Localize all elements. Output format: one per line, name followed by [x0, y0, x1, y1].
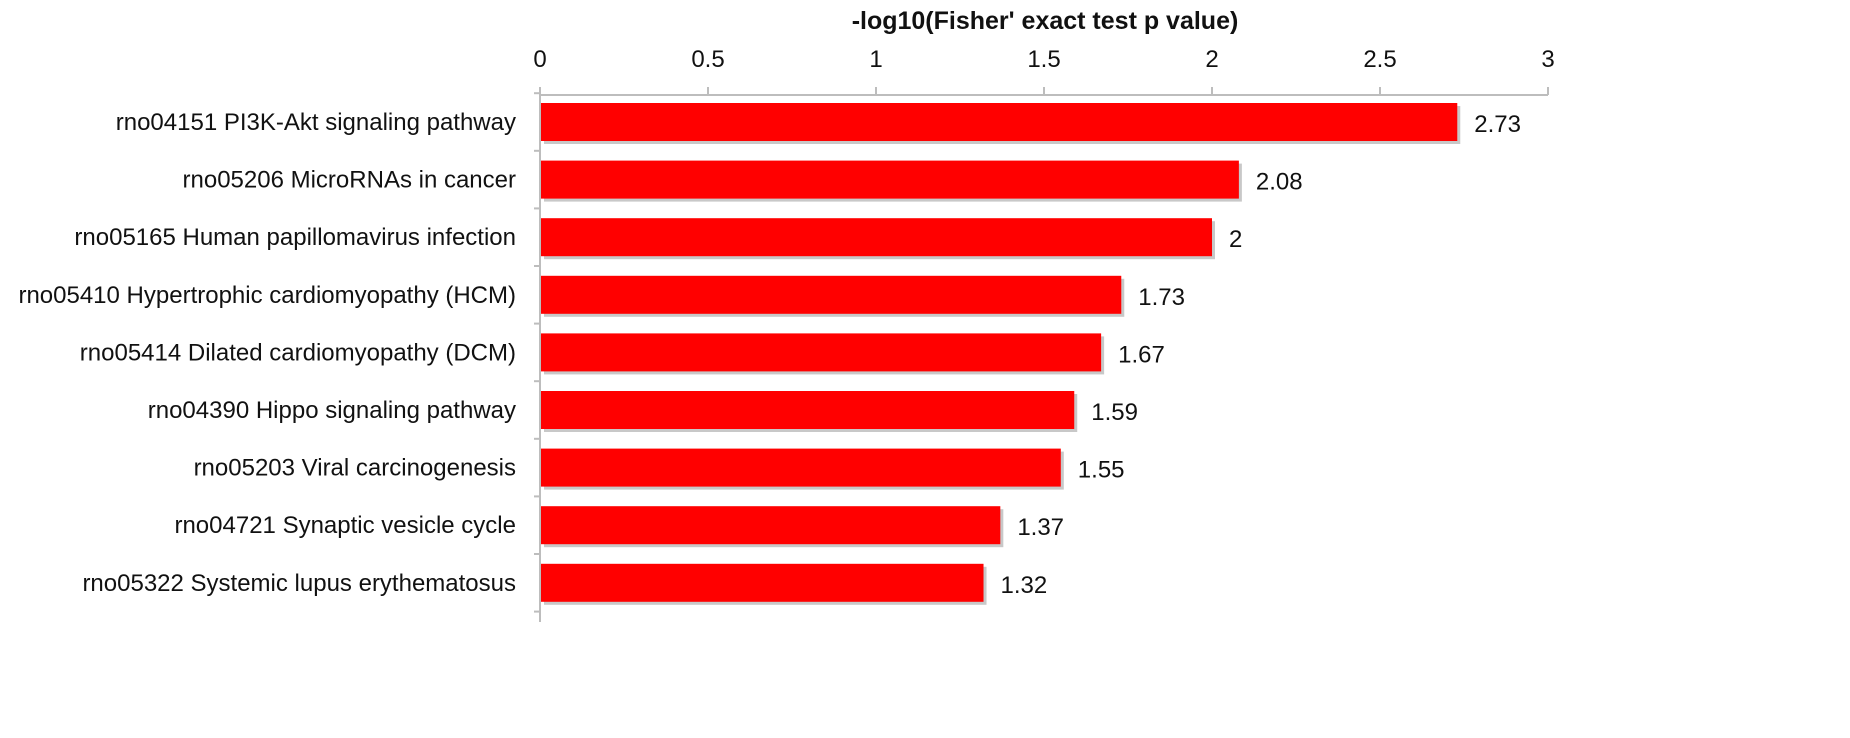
value-labels: 2.73 2.08 2 1.73 1.67 1.59 1.55 1.37 1.32: [1001, 111, 1521, 599]
category-label: rno04721 Synaptic vesicle cycle: [174, 512, 516, 539]
x-tick-label: 1: [869, 46, 882, 73]
x-tick-label: 2.5: [1363, 46, 1396, 73]
bar: [541, 333, 1102, 372]
bar: [541, 218, 1212, 257]
bar: [541, 506, 1001, 545]
data-label: 2: [1229, 226, 1242, 253]
category-label: rno05165 Human papillomavirus infection: [74, 224, 516, 251]
category-label: rno05414 Dilated cardiomyopathy (DCM): [80, 339, 516, 366]
bar: [541, 563, 984, 602]
bar: [541, 103, 1458, 141]
data-label: 1.67: [1118, 341, 1165, 368]
category-labels: rno04151 PI3K-Akt signaling pathway rno05…: [18, 109, 516, 597]
x-tick-label: 0.5: [691, 46, 724, 73]
x-tick-label: 1.5: [1027, 46, 1060, 73]
data-label: 2.08: [1256, 169, 1303, 196]
x-tick-label: 3: [1541, 46, 1554, 73]
category-label: rno05206 MicroRNAs in cancer: [183, 167, 516, 194]
x-axis-title: -log10(Fisher' exact test p value): [852, 7, 1239, 35]
data-label: 1.32: [1001, 572, 1048, 599]
data-label: 1.37: [1017, 514, 1064, 541]
bars-group: [541, 103, 1461, 605]
bar: [541, 391, 1075, 429]
data-label: 1.73: [1138, 284, 1185, 311]
x-axis-ticks: 0 0.5 1 1.5 2 2.5 3: [533, 46, 1555, 613]
category-label: rno04151 PI3K-Akt signaling pathway: [116, 109, 516, 136]
bar: [541, 448, 1061, 487]
bar: [541, 160, 1239, 199]
x-tick-label: 2: [1205, 46, 1218, 73]
category-label: rno05322 Systemic lupus erythematosus: [82, 570, 516, 597]
bar: [541, 275, 1122, 314]
x-tick-label: 0: [533, 46, 546, 73]
category-label: rno05410 Hypertrophic cardiomyopathy (HC…: [18, 282, 516, 309]
category-label: rno05203 Viral carcinogenesis: [194, 455, 516, 482]
data-label: 2.73: [1474, 111, 1521, 138]
data-label: 1.55: [1078, 457, 1125, 484]
category-label: rno04390 Hippo signaling pathway: [148, 397, 516, 424]
data-label: 1.59: [1091, 399, 1138, 426]
